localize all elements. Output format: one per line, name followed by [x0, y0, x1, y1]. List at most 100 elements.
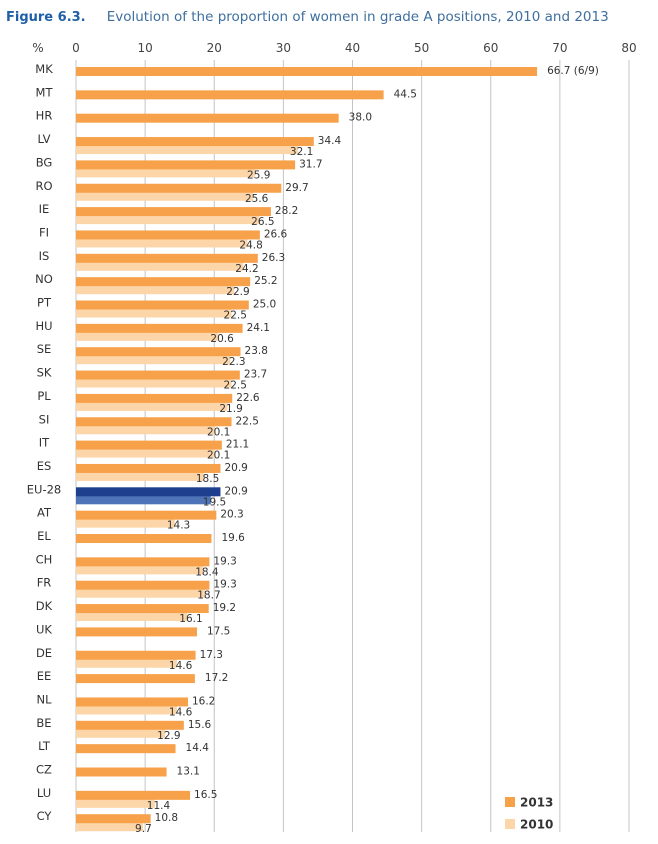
bar-2010 [76, 285, 235, 295]
category-label: IS [39, 249, 50, 263]
value-label-2010: 14.6 [169, 706, 193, 718]
value-label-2013: 23.7 [244, 369, 267, 381]
bars [76, 67, 538, 832]
figure-header: Figure 6.3. Evolution of the proportion … [6, 6, 609, 26]
category-label: EE [37, 669, 52, 683]
category-label: RO [35, 179, 52, 193]
value-label-2013: 66.7 (6/9) [547, 65, 599, 77]
bar-2010 [76, 262, 244, 271]
value-label-2010: 26.5 [251, 216, 274, 228]
x-tick-label: 0 [72, 41, 80, 55]
x-tick-label: 10 [137, 41, 152, 55]
category-label: SE [37, 342, 52, 356]
bar-2013 [76, 627, 197, 637]
legend-label-2010: 2010 [520, 818, 553, 832]
bar-2013 [76, 113, 339, 123]
value-label-2010: 22.9 [226, 286, 249, 298]
value-label-2010: 22.5 [224, 380, 247, 392]
bar-2013 [76, 277, 251, 287]
value-label-2010: 19.5 [203, 496, 226, 508]
category-label: FI [39, 225, 49, 239]
bar-2010 [76, 822, 144, 832]
value-label-2013: 10.8 [155, 812, 178, 824]
bar-2010 [76, 519, 175, 528]
x-tick-label: 80 [621, 41, 636, 55]
bar-2010 [76, 332, 219, 341]
value-label-2013: 29.7 [285, 182, 308, 194]
category-label: ES [37, 459, 52, 473]
value-label-2013: 17.5 [207, 625, 230, 637]
value-label-2013: 19.6 [221, 532, 245, 544]
category-label: NL [36, 692, 52, 706]
category-label: IT [39, 436, 50, 450]
value-label-2010: 18.4 [195, 566, 219, 578]
bar-2013 [76, 744, 176, 754]
value-label-2010: 12.9 [157, 730, 180, 742]
value-label-2013: 20.9 [224, 485, 247, 497]
value-label-2010: 14.6 [169, 660, 193, 672]
value-label-2010: 9.7 [135, 823, 152, 835]
category-label: DE [36, 646, 52, 660]
category-label: LT [38, 739, 51, 753]
value-label-2010: 18.7 [197, 590, 220, 602]
value-label-2010: 22.5 [224, 310, 247, 322]
category-label: MT [36, 85, 54, 99]
value-label-2013: 24.1 [247, 322, 270, 334]
value-label-2013: 26.3 [262, 252, 285, 264]
category-label: BG [36, 155, 53, 169]
category-label: PT [37, 296, 52, 310]
bar-2013 [76, 417, 232, 427]
value-label-2013: 15.6 [188, 719, 212, 731]
category-label: NO [35, 272, 53, 286]
category-label: SK [37, 366, 52, 380]
category-label: EU-28 [27, 482, 61, 496]
bar-2010 [76, 495, 211, 505]
value-label-2010: 22.3 [222, 356, 245, 368]
bar-2013 [76, 90, 384, 100]
bar-2013 [76, 347, 241, 357]
bar-2013 [76, 230, 260, 240]
bar-2010 [76, 402, 228, 411]
value-label-2013: 21.1 [226, 439, 249, 451]
bar-2010 [76, 192, 253, 201]
bar-2013 [76, 183, 282, 193]
figure-title: Evolution of the proportion of women in … [106, 9, 609, 25]
value-label-2013: 19.3 [213, 579, 236, 591]
bar-2013 [76, 300, 249, 310]
legend: 2013 2010 [505, 796, 553, 832]
bar-2013 [76, 580, 210, 590]
value-label-2010: 32.1 [290, 146, 313, 158]
bar-2013 [76, 487, 221, 497]
value-label-2010: 21.9 [219, 403, 242, 415]
value-label-2013: 20.9 [224, 462, 247, 474]
bar-2010 [76, 705, 177, 715]
value-label-2010: 16.1 [179, 613, 202, 625]
bar-2010 [76, 215, 260, 225]
category-label: FR [37, 576, 52, 590]
value-label-2013: 44.5 [394, 88, 417, 100]
value-label-2013: 34.4 [318, 135, 342, 147]
bar-2013 [76, 697, 188, 707]
bar-2010 [76, 309, 232, 318]
category-label: HR [36, 109, 53, 123]
value-label-2013: 22.6 [236, 392, 260, 404]
value-label-2010: 25.6 [245, 193, 269, 205]
category-label: IE [39, 202, 50, 216]
bar-2013 [76, 393, 233, 403]
x-tick-label: 30 [276, 41, 291, 55]
category-label: SI [39, 412, 50, 426]
bar-2010 [76, 425, 215, 435]
bar-2013 [76, 650, 196, 660]
bar-2013 [76, 604, 209, 614]
bar-2013 [76, 767, 167, 777]
labels: 0 10 20 30 40 50 60 70 80 MK 66.7 (6/9) MT 44.5 HR 38.… [27, 41, 637, 835]
bar-2013 [76, 674, 195, 684]
category-label: UK [36, 622, 52, 636]
value-label-2013: 22.5 [236, 415, 259, 427]
value-label-2013: 23.8 [245, 345, 268, 357]
value-label-2010: 20.1 [207, 426, 230, 438]
bar-2010 [76, 379, 232, 388]
bar-2010 [76, 168, 256, 178]
value-label-2013: 25.0 [253, 299, 276, 311]
bar-2013 [76, 510, 217, 520]
